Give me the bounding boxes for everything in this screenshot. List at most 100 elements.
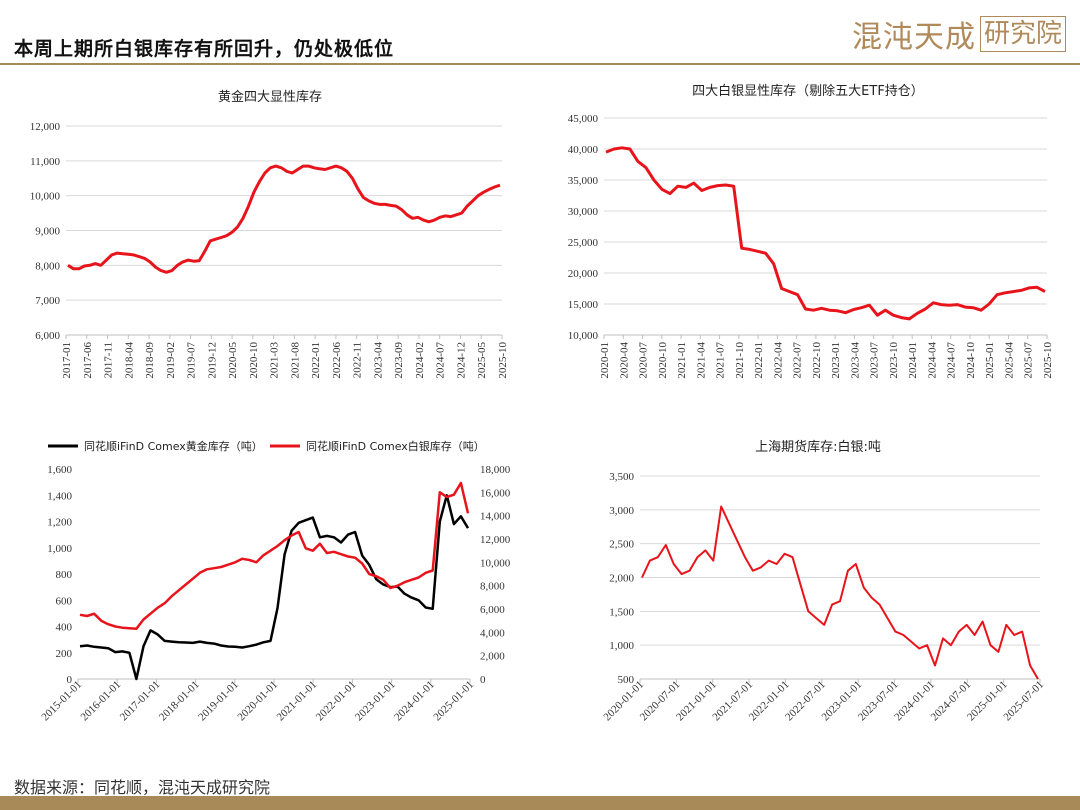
x-tick-label: 2025-01 — [984, 342, 996, 379]
x-tick-label: 2022-01 — [310, 342, 322, 379]
y-tick-label: 1,000 — [47, 543, 72, 555]
x-tick-label: 2016-01-01 — [79, 679, 124, 724]
x-tick-label: 2020-07 — [638, 342, 650, 379]
y-right-tick-label: 4,000 — [480, 627, 505, 639]
series-line-1 — [67, 164, 501, 274]
y-tick-label: 0 — [67, 674, 73, 686]
x-tick-label: 2021-08 — [289, 342, 301, 379]
x-tick-label: 2020-01-01 — [235, 679, 280, 724]
y-right-tick-label: 2,000 — [480, 651, 505, 663]
x-tick-label: 2023-10 — [888, 342, 900, 379]
x-tick-label: 2022-01 — [753, 342, 765, 379]
chart-title: 黄金四大显性库存 — [218, 89, 322, 105]
y-tick-label: 10,000 — [568, 330, 599, 342]
y-tick-label: 200 — [56, 648, 73, 660]
y-tick-label: 1,200 — [47, 517, 72, 529]
footer-bar — [0, 796, 1080, 810]
x-tick-label: 2019-12 — [206, 342, 218, 379]
y-right-tick-label: 12,000 — [480, 534, 511, 546]
y-right-tick-label: 18,000 — [480, 464, 511, 476]
x-tick-label: 2019-01-01 — [196, 679, 241, 724]
x-tick-label: 2021-01 — [676, 342, 688, 379]
brand-logo: 混沌天成 研究院 — [852, 14, 1066, 55]
x-tick-label: 2024-07 — [435, 342, 447, 379]
y-tick-label: 2,500 — [609, 539, 634, 551]
x-tick-label: 2024-04 — [926, 342, 938, 379]
x-tick-label: 2025-07-01 — [1001, 679, 1046, 724]
y-right-tick-label: 16,000 — [480, 487, 511, 499]
x-tick-label: 2022-11 — [352, 342, 364, 378]
x-tick-label: 2020-05 — [227, 342, 239, 379]
x-tick-label: 2019-02 — [165, 342, 177, 379]
x-tick-label: 2022-06 — [331, 342, 343, 379]
series-line-1 — [79, 494, 470, 681]
y-tick-label: 500 — [618, 674, 635, 686]
header-divider — [0, 63, 1080, 65]
x-tick-label: 2020-10 — [248, 342, 260, 379]
series-line-1 — [641, 505, 1039, 680]
x-tick-label: 2024-10 — [965, 342, 977, 379]
y-tick-label: 35,000 — [568, 175, 599, 187]
chart-title: 上海期货库存:白银:吨 — [755, 439, 881, 455]
y-right-tick-label: 14,000 — [480, 511, 511, 523]
x-tick-label: 2024-12 — [455, 342, 467, 379]
x-tick-label: 2021-01-01 — [275, 679, 320, 724]
chart-3: 0 200 400 600 800 1,000 1,200 1,400 1,600 0 2,000 4… — [39, 439, 510, 723]
x-tick-label: 2017-06 — [82, 342, 94, 379]
y-tick-label: 1,400 — [47, 490, 72, 502]
y-tick-label: 3,500 — [609, 471, 634, 483]
x-tick-label: 2025-01-01 — [431, 679, 476, 724]
y-right-tick-label: 6,000 — [480, 604, 505, 616]
x-tick-label: 2021-10 — [734, 342, 746, 379]
y-tick-label: 1,500 — [609, 606, 634, 618]
y-right-tick-label: 10,000 — [480, 557, 511, 569]
page-title: 本周上期所白银库存有所回升，仍处极低位 — [14, 38, 395, 60]
y-tick-label: 8,000 — [35, 260, 60, 272]
x-tick-label: 2022-04 — [772, 342, 784, 379]
x-tick-label: 2023-01 — [830, 342, 842, 379]
x-tick-label: 2021-04 — [695, 342, 707, 379]
x-tick-label: 2024-01 — [907, 342, 919, 379]
legend-label: 同花顺iFinD Comex黄金库存（吨） — [84, 439, 263, 453]
x-tick-label: 2025-10 — [497, 342, 509, 379]
chart-2: 四大白银显性库存（剔除五大ETF持仓） 10,000 15,000 20,000 25,… — [568, 83, 1054, 379]
x-tick-label: 2024-02 — [414, 342, 426, 379]
y-tick-label: 25,000 — [568, 237, 599, 249]
y-tick-label: 15,000 — [568, 299, 599, 311]
y-tick-label: 30,000 — [568, 206, 599, 218]
y-tick-label: 1,600 — [47, 464, 72, 476]
chart-4: 上海期货库存:白银:吨 500 1,000 1,500 2,000 2,500 3,000 3… — [601, 439, 1046, 723]
y-tick-label: 600 — [56, 595, 73, 607]
y-tick-label: 6,000 — [35, 330, 60, 342]
x-tick-label: 2015-01-01 — [39, 679, 84, 724]
x-tick-label: 2021-03 — [269, 342, 281, 379]
chart-1: 黄金四大显性库存 6,000 7,000 8,000 9,000 10,000 11,000… — [30, 89, 509, 379]
series-line-2 — [79, 481, 470, 631]
x-tick-label: 2025-04 — [1003, 342, 1015, 379]
x-tick-label: 2022-07 — [792, 342, 804, 379]
x-tick-label: 2025-05 — [476, 342, 488, 379]
y-tick-label: 10,000 — [30, 191, 61, 203]
x-tick-label: 2018-09 — [144, 342, 156, 379]
data-source-note: 数据来源：同花顺，混沌天成研究院 — [14, 778, 271, 797]
x-tick-label: 2025-10 — [1042, 342, 1054, 379]
x-tick-label: 2021-07 — [715, 342, 727, 379]
y-tick-label: 800 — [56, 569, 73, 581]
x-tick-label: 2017-11 — [103, 342, 115, 378]
y-tick-label: 3,000 — [609, 505, 634, 517]
series-line-1 — [605, 146, 1046, 321]
x-tick-label: 2023-04 — [372, 342, 384, 379]
x-tick-label: 2020-04 — [618, 342, 630, 379]
x-tick-label: 2024-07 — [946, 342, 958, 379]
x-tick-label: 2018-01-01 — [157, 679, 202, 724]
x-tick-label: 2018-04 — [123, 342, 135, 379]
x-tick-label: 2023-09 — [393, 342, 405, 379]
y-tick-label: 45,000 — [568, 113, 599, 125]
x-tick-label: 2025-07 — [1023, 342, 1035, 379]
x-tick-label: 2022-01-01 — [314, 679, 359, 724]
x-tick-label: 2019-07 — [186, 342, 198, 379]
brand-badge: 研究院 — [979, 16, 1066, 52]
y-right-tick-label: 8,000 — [480, 581, 505, 593]
y-tick-label: 40,000 — [568, 144, 599, 156]
